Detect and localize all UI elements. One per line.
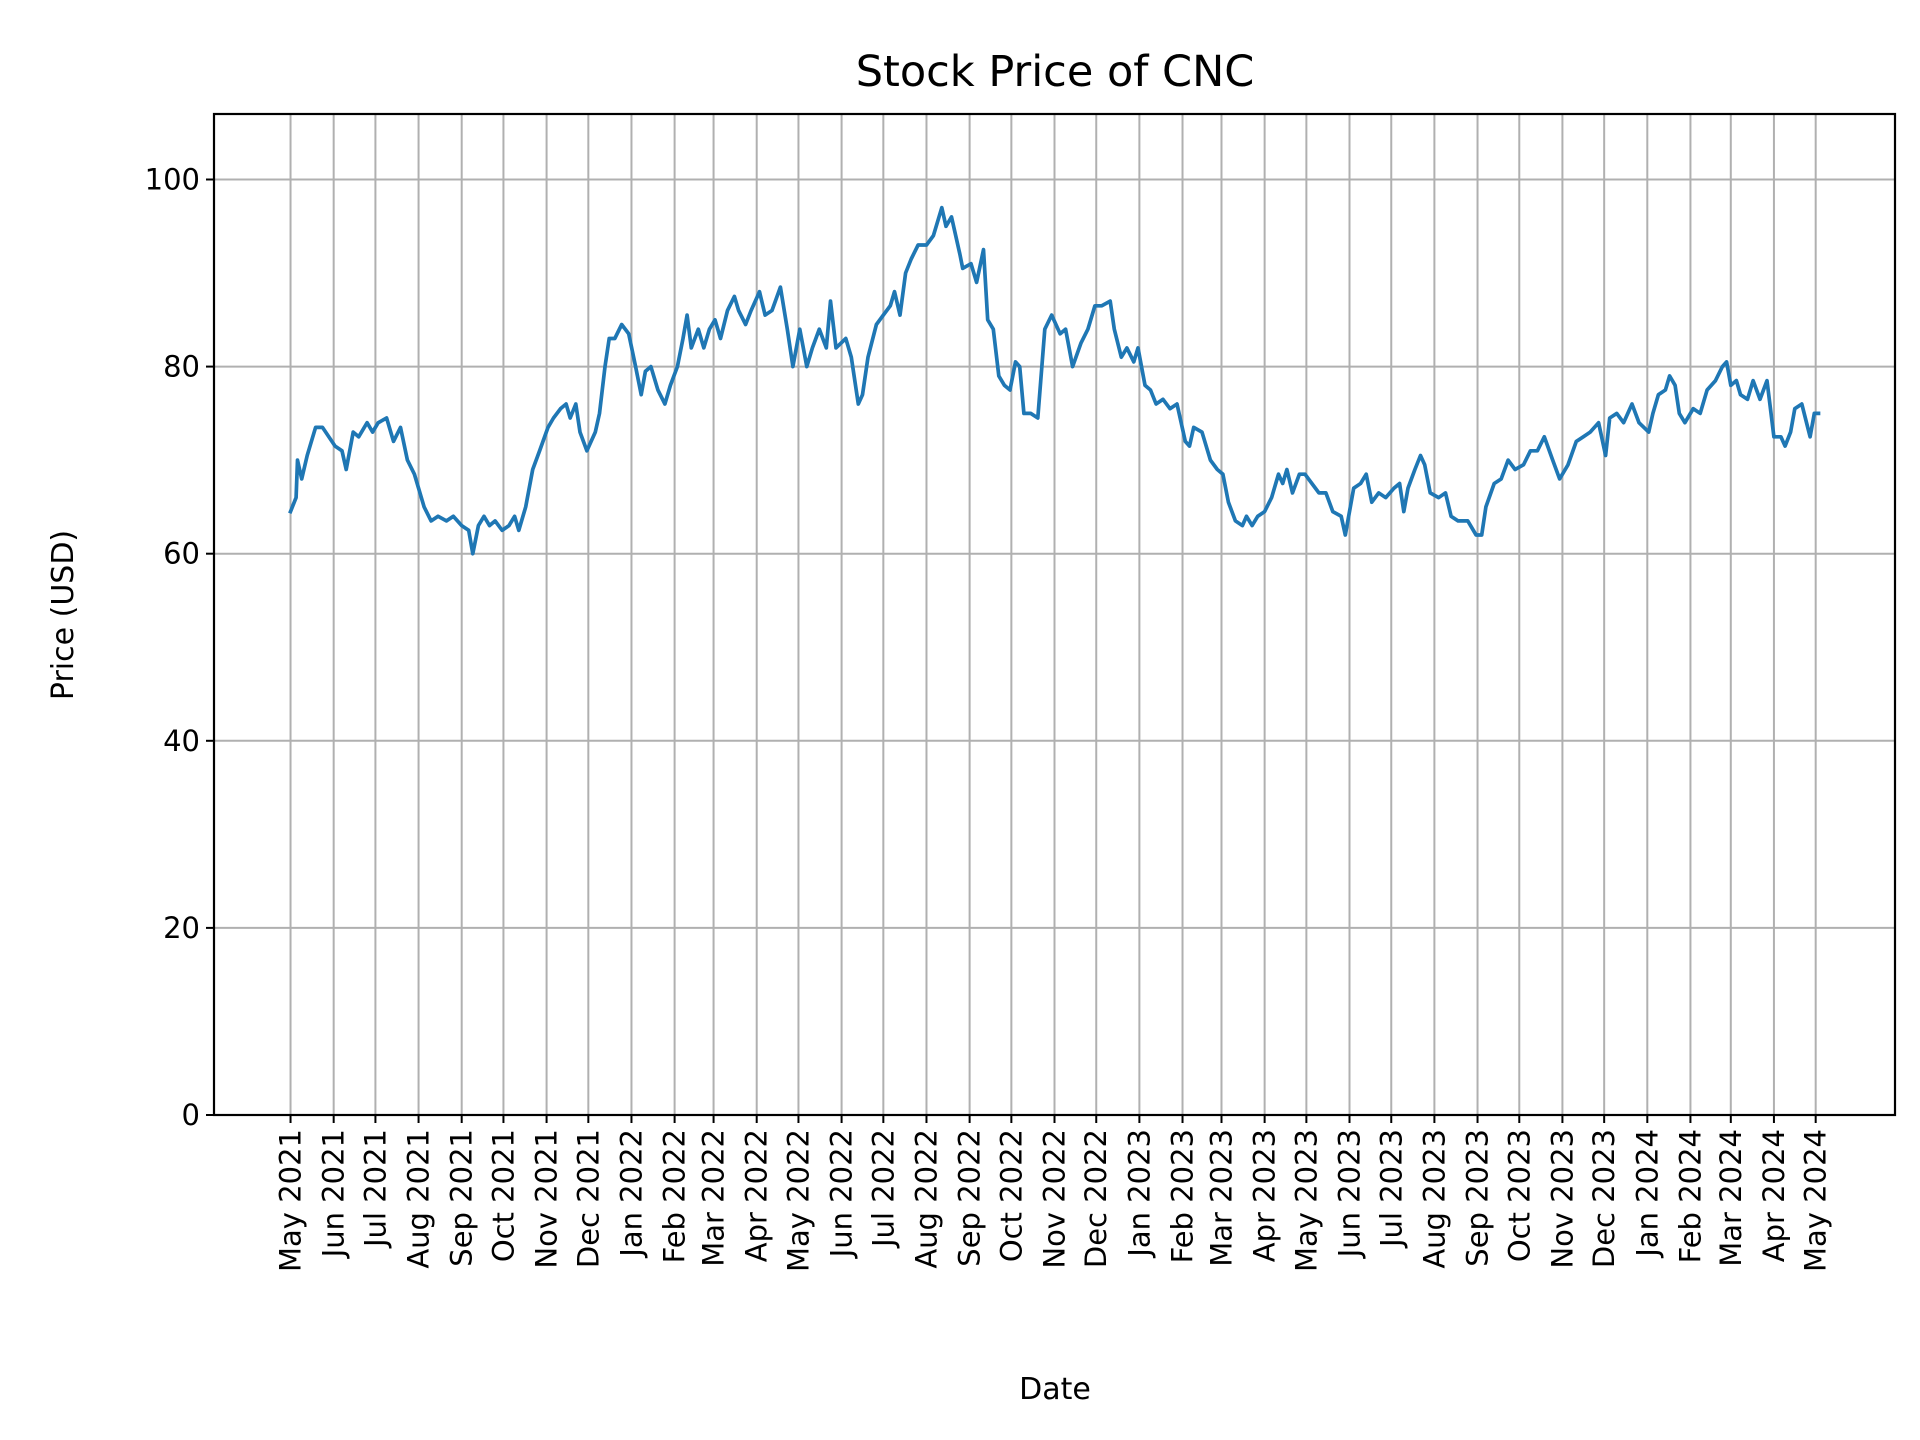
x-tick-label: Oct 2021 xyxy=(486,1129,520,1262)
x-tick-label: Jan 2022 xyxy=(614,1129,648,1259)
x-tick-label: Jan 2023 xyxy=(1122,1129,1156,1259)
x-tick-label: Aug 2021 xyxy=(402,1129,436,1269)
x-tick-label: Aug 2023 xyxy=(1417,1129,1451,1269)
x-tick-label: May 2024 xyxy=(1799,1129,1833,1272)
x-tick-label: Jun 2023 xyxy=(1333,1129,1367,1259)
price-line xyxy=(288,205,1821,556)
x-tick-label: Jul 2022 xyxy=(866,1129,900,1249)
x-tick-label: Jun 2022 xyxy=(825,1129,859,1259)
y-tick-label: 0 xyxy=(182,1098,200,1132)
y-tick-label: 60 xyxy=(163,537,200,571)
y-axis-label: Price (USD) xyxy=(46,530,81,700)
x-tick-label: Oct 2022 xyxy=(994,1129,1028,1262)
x-tick-label: Dec 2023 xyxy=(1587,1129,1621,1268)
data-layer xyxy=(288,205,1821,556)
x-tick-label: Sep 2022 xyxy=(953,1129,987,1267)
x-tick-label: Jul 2021 xyxy=(358,1129,392,1249)
axis-ticks: 0 20 40 60 80 100 May 2021 Jun 2021 Jul 2021 Aug … xyxy=(145,162,1833,1271)
y-tick-label: 100 xyxy=(145,162,200,196)
x-tick-label: Jul 2023 xyxy=(1374,1129,1408,1249)
y-tick-label: 20 xyxy=(163,911,200,945)
x-tick-label: Nov 2023 xyxy=(1545,1129,1579,1269)
x-tick-label: May 2023 xyxy=(1289,1129,1323,1272)
x-tick-label: Mar 2022 xyxy=(697,1129,731,1267)
x-tick-label: Dec 2021 xyxy=(571,1129,605,1268)
x-tick-label: Mar 2023 xyxy=(1204,1129,1238,1267)
y-tick-label: 40 xyxy=(163,724,200,758)
x-tick-label: Feb 2022 xyxy=(658,1129,692,1263)
x-tick-label: Nov 2021 xyxy=(530,1129,564,1269)
x-tick-label: Apr 2024 xyxy=(1757,1129,1791,1262)
x-tick-label: Jan 2024 xyxy=(1630,1129,1664,1259)
x-tick-label: Nov 2022 xyxy=(1038,1129,1072,1269)
chart-title: Stock Price of CNC xyxy=(856,47,1255,97)
x-tick-label: May 2022 xyxy=(781,1129,815,1272)
x-tick-label: Apr 2023 xyxy=(1248,1129,1282,1262)
x-tick-label: Apr 2022 xyxy=(740,1129,774,1262)
x-tick-label: Sep 2023 xyxy=(1461,1129,1495,1267)
x-tick-label: May 2021 xyxy=(274,1129,308,1272)
y-tick-label: 80 xyxy=(163,350,200,384)
x-tick-label: Feb 2024 xyxy=(1673,1129,1707,1263)
x-tick-label: Oct 2023 xyxy=(1502,1129,1536,1262)
x-tick-label: Dec 2022 xyxy=(1079,1129,1113,1268)
x-tick-label: Mar 2024 xyxy=(1714,1129,1748,1267)
x-tick-label: Aug 2022 xyxy=(909,1129,943,1269)
gridlines xyxy=(214,114,1895,1116)
x-tick-label: Feb 2023 xyxy=(1166,1129,1200,1263)
x-axis-label: Date xyxy=(1019,1372,1091,1407)
x-tick-label: Sep 2021 xyxy=(445,1129,479,1267)
x-tick-label: Jun 2021 xyxy=(317,1129,351,1259)
